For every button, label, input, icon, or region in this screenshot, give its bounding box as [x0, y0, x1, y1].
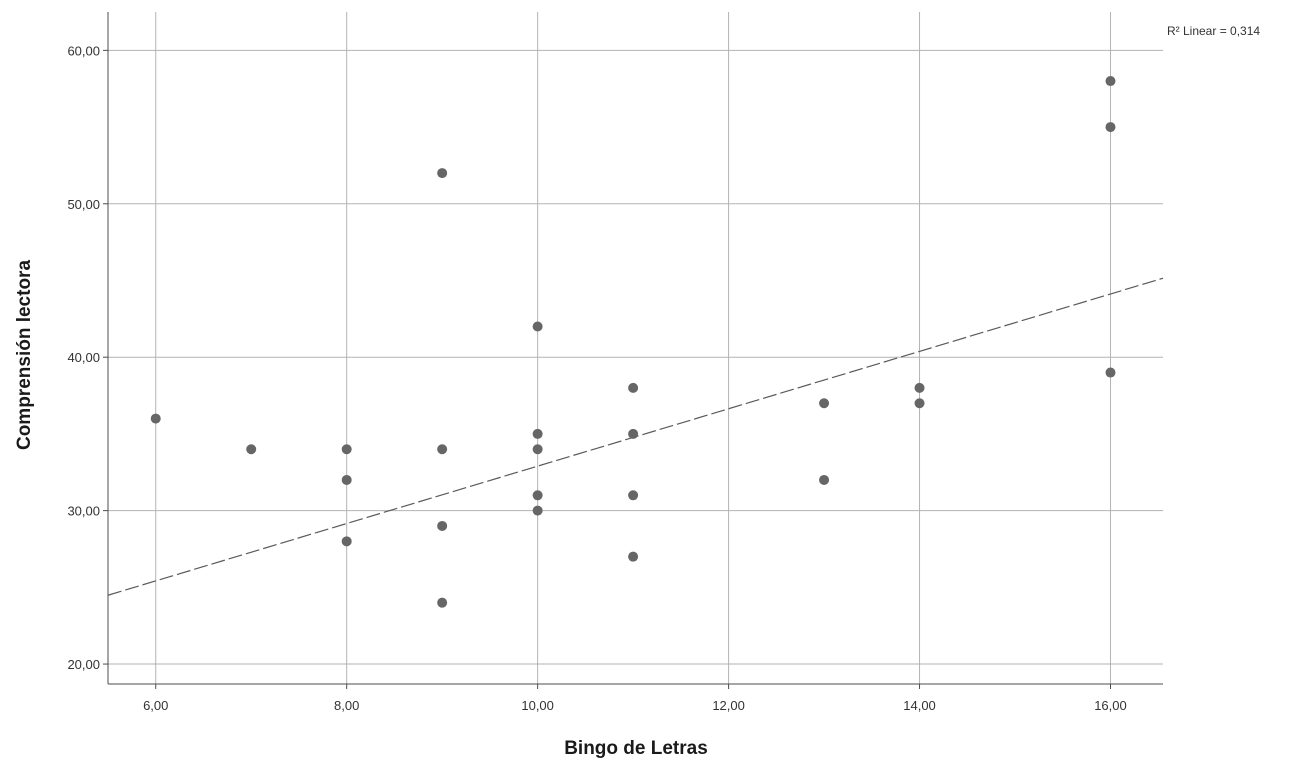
- x-tick-label: 10,00: [521, 698, 554, 713]
- y-tick-label: 40,00: [67, 350, 100, 365]
- data-point: [341, 474, 352, 485]
- x-tick-label: 8,00: [334, 698, 359, 713]
- x-tick-label: 14,00: [903, 698, 936, 713]
- data-point: [914, 398, 925, 409]
- data-point: [819, 398, 830, 409]
- data-point: [532, 428, 543, 439]
- data-point: [1105, 76, 1116, 87]
- y-axis-title: Comprensión lectora: [14, 260, 35, 450]
- data-point: [628, 490, 639, 501]
- data-point: [628, 428, 639, 439]
- y-tick-label: 20,00: [67, 657, 100, 672]
- data-point: [628, 382, 639, 393]
- y-tick-labels: 20,00 30,00 40,00 50,00 60,00: [67, 43, 100, 672]
- data-point: [532, 505, 543, 516]
- y-tick-label: 30,00: [67, 504, 100, 519]
- y-tick-label: 60,00: [67, 43, 100, 58]
- data-point: [437, 444, 448, 455]
- data-point: [532, 490, 543, 501]
- data-point: [532, 321, 543, 332]
- data-point: [1105, 367, 1116, 378]
- data-point: [437, 520, 448, 531]
- x-tick-labels: 6,00 8,00 10,00 12,00 14,00 16,00: [143, 698, 1127, 713]
- x-tick-label: 12,00: [712, 698, 745, 713]
- x-tick-label: 16,00: [1094, 698, 1127, 713]
- data-point: [1105, 122, 1116, 133]
- data-point: [150, 413, 161, 424]
- data-point: [914, 382, 925, 393]
- data-point: [341, 444, 352, 455]
- x-axis-title: Bingo de Letras: [564, 738, 708, 759]
- data-point: [437, 597, 448, 608]
- x-tick-label: 6,00: [143, 698, 168, 713]
- data-point: [341, 536, 352, 547]
- axes: [103, 12, 1163, 689]
- y-tick-label: 50,00: [67, 197, 100, 212]
- annotation-r2: R² Linear = 0,314: [1167, 24, 1260, 38]
- grid-lines: [108, 12, 1163, 684]
- data-points: [150, 76, 1116, 608]
- data-point: [628, 551, 639, 562]
- data-point: [532, 444, 543, 455]
- data-point: [246, 444, 257, 455]
- data-point: [437, 168, 448, 179]
- data-point: [819, 474, 830, 485]
